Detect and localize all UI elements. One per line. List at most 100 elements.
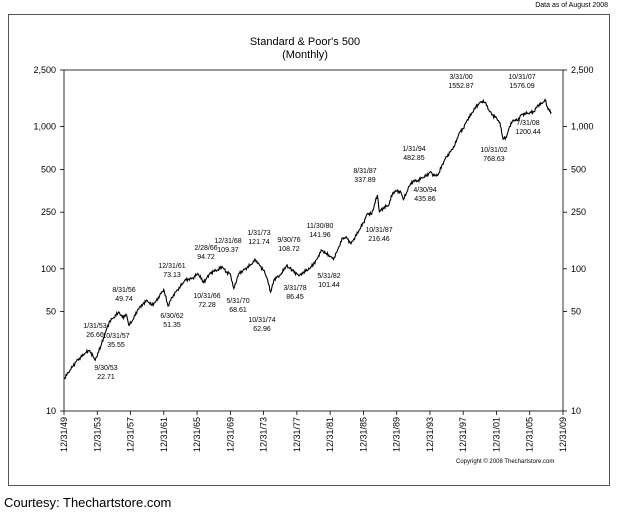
annotation-value: 1200.44 [515,129,540,136]
annotation-value: 141.96 [309,232,331,239]
y-tick-label-right: 500 [571,164,586,174]
plot-area [63,69,564,412]
annotation-value: 109.37 [217,247,239,254]
annotation-value: 337.89 [354,177,376,184]
annotation-date: 1/31/73 [247,230,270,237]
annotation-value: 73.13 [163,272,181,279]
annotation-date: 3/31/00 [449,74,472,81]
annotation-date: 3/31/78 [283,285,306,292]
annotation: 3/31/78 86.45 [283,285,306,301]
annotation-value: 1552.87 [448,83,473,90]
annotation-date: 10/31/66 [193,293,220,300]
x-tick-label: 12/31/49 [59,417,69,452]
copyright-text: Copyright © 2008 Thechartstore.com [456,458,554,465]
annotation-value: 35.55 [107,342,125,349]
y-tick-label-right: 1,000 [571,122,594,132]
annotation-date: 10/31/87 [365,227,392,234]
data-note: Data as of August 2008 [535,2,608,9]
annotation-date: 5/31/70 [226,298,249,305]
annotation: 9/30/53 22.71 [94,365,117,381]
annotation: 12/31/68 109.37 [214,238,241,254]
x-tick-label: 12/31/73 [259,417,269,452]
chart-title: Standard & Poor's 500 [250,36,360,48]
annotations: 1/31/53 26.66 9/30/53 22.71 8/31/56 49.74 10/3… [83,74,540,381]
annotation-date: 5/31/82 [317,273,340,280]
annotation-date: 1/31/94 [402,146,425,153]
annotation-value: 101.44 [318,282,340,289]
y-tick-label-left: 1,000 [33,122,56,132]
y-tick-label-right: 50 [571,307,581,317]
annotation-date: 2/28/66 [194,245,217,252]
y-tick-label-right: 2,500 [571,65,594,75]
annotation-value: 22.71 [97,374,115,381]
annotation-date: 10/31/02 [480,147,507,154]
annotation-value: 108.72 [278,246,300,253]
y-tick-label-left: 250 [41,207,56,217]
y-tick-label-left: 500 [41,164,56,174]
annotation-value: 68.61 [229,307,247,314]
annotation: 5/31/70 68.61 [226,298,249,314]
annotation: 8/31/56 49.74 [112,287,135,303]
annotation-date: 12/31/68 [214,238,241,245]
x-tick-label: 12/31/05 [525,417,535,452]
annotation: 1/31/94 482.85 [402,146,425,162]
annotation-value: 49.74 [115,296,133,303]
annotation-date: 12/31/61 [158,263,185,270]
sp500-line [63,98,552,380]
annotation-value: 72.28 [198,302,216,309]
chart-frame [8,14,610,486]
annotation-date: 9/30/76 [277,237,300,244]
x-tick-label: 12/31/93 [425,417,435,452]
annotation: 11/30/80 141.96 [307,223,334,239]
annotation-value: 62.96 [253,326,271,333]
x-tick-label: 12/31/81 [325,417,335,452]
annotation: 10/31/74 62.96 [248,317,275,333]
annotation: 8/31/87 337.89 [353,168,376,184]
x-tick-label: 12/31/01 [491,417,501,452]
y-tick-label-left: 10 [46,406,56,416]
annotation-date: 8/31/56 [112,287,135,294]
x-axis: 12/31/49 12/31/53 12/31/57 12/31/61 12/31/65… [59,411,568,452]
annotation: 10/31/07 1576.09 [508,74,535,90]
annotation-date: 6/30/62 [160,313,183,320]
x-tick-label: 12/31/09 [558,417,568,452]
y-tick-label-right: 250 [571,207,586,217]
annotation-value: 482.85 [403,155,425,162]
annotation-date: 10/31/07 [508,74,535,81]
x-tick-label: 12/31/97 [458,417,468,452]
annotation-date: 10/31/74 [248,317,275,324]
annotation-value: 1576.09 [509,83,534,90]
annotation-date: 10/31/57 [102,333,129,340]
y-axis-right: 2,500 1,000 500 250 100 50 10 [563,65,594,416]
x-tick-label: 12/31/65 [192,417,202,452]
annotation-value: 51.35 [163,322,181,329]
y-tick-label-left: 50 [46,307,56,317]
annotation-value: 216.46 [368,236,390,243]
annotation-value: 94.72 [197,254,215,261]
annotation: 12/31/61 73.13 [158,263,185,279]
annotation-value: 26.66 [86,332,104,339]
annotation: 6/30/62 51.35 [160,313,183,329]
x-tick-label: 12/31/53 [92,417,102,452]
annotation: 1/31/73 121.74 [247,230,270,246]
x-tick-label: 12/31/77 [292,417,302,452]
x-tick-label: 12/31/89 [392,417,402,452]
annotation: 10/31/57 35.55 [102,333,129,349]
x-tick-label: 12/31/69 [225,417,235,452]
annotation-date: 7/31/08 [516,120,539,127]
annotation: 7/31/08 1200.44 [515,120,540,136]
annotation-value: 86.45 [286,294,304,301]
annotation-value: 768.63 [483,156,505,163]
x-tick-label: 12/31/85 [358,417,368,452]
y-tick-label-right: 10 [571,406,581,416]
annotation: 10/31/02 768.63 [480,147,507,163]
annotation-date: 4/30/94 [413,187,436,194]
x-tick-label: 12/31/61 [159,417,169,452]
y-tick-label-left: 100 [41,264,56,274]
courtesy-text: Courtesy: Thechartstore.com [4,495,172,510]
annotation-date: 11/30/80 [307,223,334,230]
y-tick-label-right: 100 [571,264,586,274]
annotation: 10/31/66 72.28 [193,293,220,309]
annotation: 3/31/00 1552.87 [448,74,473,90]
